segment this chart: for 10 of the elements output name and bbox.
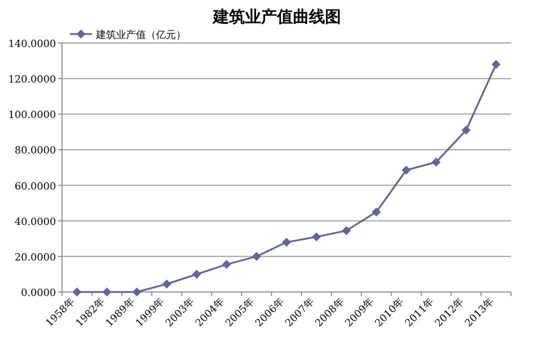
y-tick-label: 120.0000 bbox=[8, 74, 56, 86]
y-tick-label: 0.0000 bbox=[21, 288, 56, 299]
y-tick-label: 60.0000 bbox=[14, 181, 56, 192]
y-tick-label: 80.0000 bbox=[14, 146, 56, 157]
chart-title: 建筑业产值曲线图 bbox=[211, 7, 341, 26]
y-tick-label: 20.0000 bbox=[14, 252, 56, 264]
legend-label: 建筑业产值（亿元） bbox=[95, 29, 186, 41]
y-tick-label: 100.0000 bbox=[8, 110, 56, 122]
y-tick-label: 40.0000 bbox=[14, 216, 56, 228]
y-tick-label: 140.0000 bbox=[8, 39, 56, 50]
